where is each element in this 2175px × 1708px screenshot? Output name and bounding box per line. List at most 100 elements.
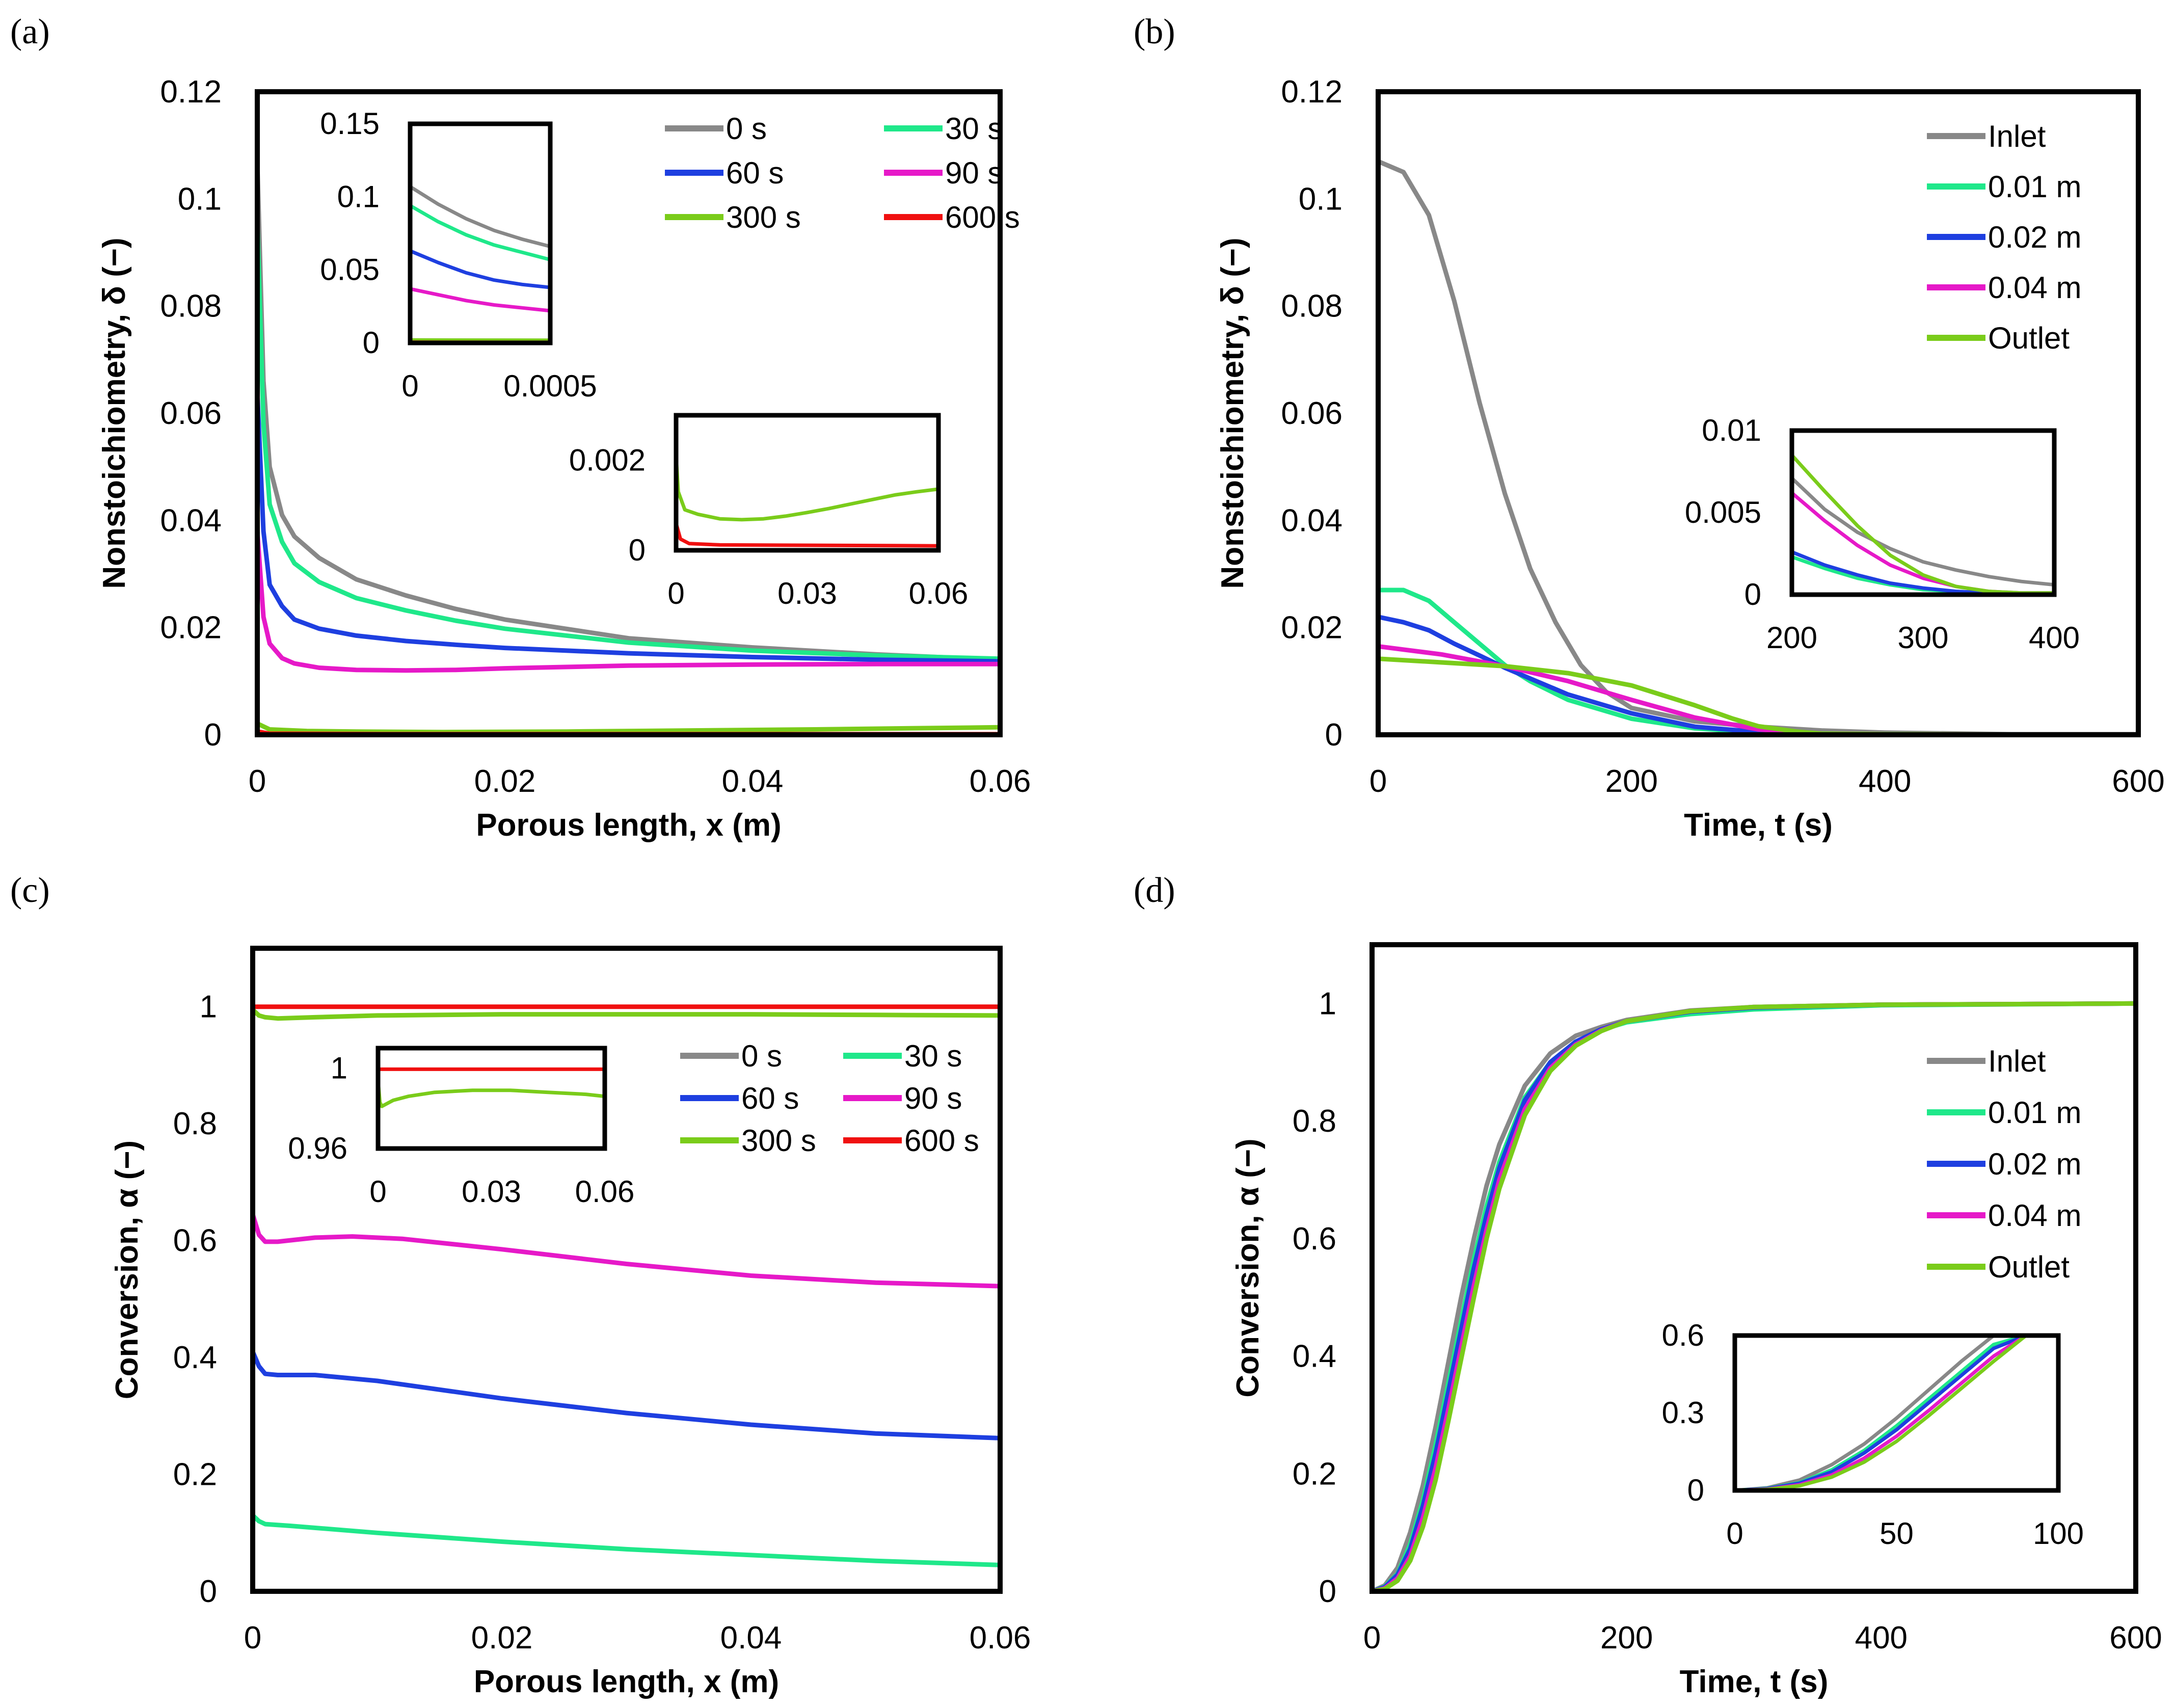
- legend-label: 0.01 m: [1988, 1096, 2081, 1130]
- y-axis-label: Nonstoichiometry, δ (−): [97, 237, 132, 589]
- inset-y-tick-label: 0.3: [1662, 1396, 1704, 1430]
- inset-background: [378, 1048, 605, 1149]
- y-tick-label: 0: [204, 717, 222, 753]
- series-line: [1372, 1001, 2136, 1591]
- inset-frame: [1732, 1333, 2061, 1493]
- inset-series-line: [676, 521, 938, 548]
- y-tick-label: 0.8: [173, 1106, 217, 1141]
- x-tick-label: 0: [244, 1620, 261, 1656]
- x-tick-label: 0.02: [474, 764, 536, 799]
- inset-x-tick-label: 0: [369, 1175, 386, 1209]
- inset-frame: [375, 1046, 607, 1151]
- y-tick-label: 0.06: [160, 396, 222, 431]
- series-line: [257, 159, 1000, 662]
- inset-x-tick-label: 0: [1726, 1516, 1743, 1551]
- inset-y-tick-label: 0.005: [1685, 495, 1761, 529]
- plot-frame: [1376, 89, 2141, 737]
- legend-label: 300 s: [726, 200, 801, 234]
- y-axis-label: Conversion, α (−): [1230, 1138, 1266, 1397]
- inset-x-tick-label: 0.06: [575, 1175, 635, 1209]
- y-tick-label: 0.8: [1293, 1104, 1336, 1139]
- inset-x-tick-label: 0: [667, 576, 684, 610]
- x-tick-label: 0: [249, 764, 266, 799]
- inset-background: [410, 124, 550, 343]
- x-tick-label: 0: [1370, 764, 1387, 799]
- x-tick-label: 600: [2112, 764, 2164, 799]
- inset-series-line: [1792, 476, 2054, 587]
- inset-chart: 0 0.3 0.6 0 50 100: [1662, 1318, 2084, 1551]
- x-tick-label: 600: [2109, 1620, 2162, 1656]
- y-tick-label: 0.02: [1281, 610, 1342, 646]
- series-line: [1372, 1001, 2136, 1591]
- inset-frame: [674, 413, 941, 553]
- inset-x-tick-label: 50: [1879, 1516, 1914, 1551]
- x-axis-label: Time, t (s): [1684, 808, 1833, 843]
- y-tick-label: 0.2: [173, 1457, 217, 1492]
- series-line: [1372, 1001, 2136, 1591]
- inset-series-line: [410, 287, 550, 313]
- inset-series-line: [410, 204, 550, 262]
- y-tick-label: 0.12: [160, 74, 222, 110]
- y-axis-label: Conversion, α (−): [110, 1140, 145, 1399]
- inset-chart: 0 0.05 0.1 0.15 0 0.0005: [320, 106, 597, 403]
- inset-chart: 0.96 1 0 0.03 0.06: [288, 1046, 635, 1209]
- legend-label: 0.02 m: [1988, 1147, 2081, 1181]
- y-tick-label: 0.12: [1281, 74, 1342, 110]
- plot-frame: [255, 89, 1003, 737]
- legend-label: 0.04 m: [1988, 271, 2081, 305]
- inset-background: [676, 415, 938, 550]
- inset-y-tick-label: 0.05: [320, 253, 380, 287]
- legend-label: 0.02 m: [1988, 220, 2081, 254]
- panel-a: (a) 0 0.02 0.04 0.06 0.08 0.1 0.12 0 0.02 0.04 0.06…: [10, 12, 1031, 843]
- inset-frame: [408, 121, 553, 345]
- y-tick-label: 0.04: [160, 503, 222, 538]
- inset-y-tick-label: 0.002: [569, 443, 646, 477]
- y-tick-label: 0: [1319, 1574, 1336, 1609]
- legend-label: 60 s: [726, 156, 784, 190]
- inset-x-tick-label: 0: [401, 369, 418, 403]
- legend-label: 90 s: [904, 1081, 962, 1115]
- y-tick-label: 0.02: [160, 610, 222, 646]
- x-tick-label: 0.04: [722, 764, 784, 799]
- inset-background: [1735, 1336, 2058, 1490]
- inset-series-line: [410, 184, 550, 249]
- inset-series-line: [676, 454, 938, 522]
- panel-d: (d) 0 0.2 0.4 0.6 0.8 1 0 200 400 600 Time, t (s) Co…: [1134, 871, 2162, 1699]
- legend-label: 0 s: [726, 112, 767, 146]
- plot-frame: [250, 946, 1003, 1594]
- inset-y-tick-label: 0.01: [1702, 413, 1761, 447]
- panel-label: (d): [1134, 871, 1175, 910]
- legend-label: 600 s: [945, 200, 1020, 234]
- inset-x-tick-label: 100: [2033, 1516, 2084, 1551]
- series-line: [1378, 159, 2138, 735]
- series-line: [1378, 615, 2138, 735]
- series-line: [1378, 656, 2138, 735]
- inset-y-tick-label: 0: [363, 326, 380, 360]
- series-line: [1372, 1001, 2136, 1591]
- y-tick-label: 0: [1325, 717, 1342, 753]
- panel-c: (c) 0 0.2 0.4 0.6 0.8 1 0 0.02 0.04 0.06 Porous len…: [10, 871, 1031, 1699]
- y-tick-label: 0.06: [1281, 396, 1342, 431]
- legend-label: 90 s: [945, 156, 1003, 190]
- y-tick-label: 0.1: [178, 181, 222, 217]
- inset-y-tick-label: 0: [629, 533, 646, 567]
- panel-b: (b)00.020.040.060.080.10.120 200 400 600Tim…: [1134, 12, 2165, 843]
- y-tick-label: 0.4: [1293, 1339, 1336, 1374]
- x-tick-label: 0: [1363, 1620, 1381, 1656]
- inset-x-tick-label: 400: [2029, 621, 2080, 655]
- series-line: [257, 389, 1000, 664]
- series-line: [253, 1349, 1000, 1440]
- panel-label: (a): [10, 12, 50, 51]
- inset-chart: 0 0.002 0 0.03 0.06: [569, 413, 968, 610]
- legend-label: 60 s: [741, 1081, 799, 1115]
- inset-series-line: [378, 1078, 605, 1108]
- x-tick-label: 200: [1600, 1620, 1653, 1656]
- legend-label: 600 s: [904, 1124, 979, 1158]
- y-tick-label: 0.6: [1293, 1221, 1336, 1257]
- y-tick-label: 0.6: [173, 1223, 217, 1259]
- series-line: [253, 1007, 1000, 1021]
- x-axis-label: Porous length, x (m): [476, 808, 781, 843]
- legend-label: Outlet: [1988, 1250, 2070, 1284]
- legend-label: Inlet: [1988, 1044, 2046, 1078]
